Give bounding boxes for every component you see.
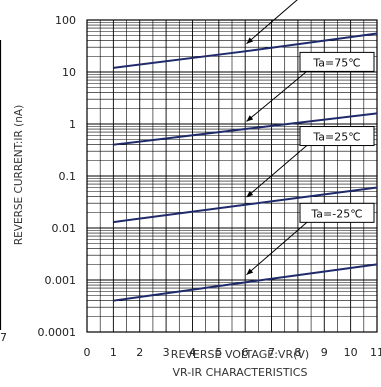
series-label-arrow (246, 220, 309, 276)
x-tick-label: 2 (136, 346, 143, 359)
series-label-layer: Ta=125℃ Ta=75℃ Ta=25℃ Ta=-25℃ (246, 0, 375, 276)
y-tick-label: 100 (55, 14, 76, 27)
series-label: Ta=75℃ (246, 51, 375, 122)
y-axis-label: REVERSE CURRENT:IR (nA) (13, 105, 25, 245)
y-tick-labels: 100 10 1 0.1 0.01 0.001 0.0001 (38, 14, 77, 339)
series-label: Ta=25℃ (246, 126, 375, 198)
series-line (113, 263, 378, 302)
x-tick-labels: 0 1 2 3 4 5 6 7 8 9 10 11 (84, 346, 381, 359)
y-tick-label: 0.001 (45, 274, 77, 287)
x-tick-label: 3 (163, 346, 170, 359)
series-label-text: Ta=-25℃ (310, 207, 362, 220)
y-tick-label: 0.01 (52, 222, 77, 235)
y-tick-label: 0.1 (59, 170, 77, 183)
series-label-box (299, 51, 375, 72)
series-label-arrow (246, 70, 309, 122)
series-label-arrowhead (246, 37, 254, 44)
series-label-text: Ta=25℃ (312, 131, 360, 144)
x-tick-label: 10 (344, 346, 358, 359)
x-tick-label: 0 (84, 346, 91, 359)
series-label-box (299, 202, 375, 223)
series-label-arrow (246, 0, 298, 45)
plot-frame (86, 19, 378, 333)
x-tick-label: 8 (294, 346, 301, 359)
series-label-arrowhead (246, 190, 254, 198)
series-label-arrowhead (246, 115, 254, 122)
series-line (113, 112, 378, 146)
x-tick-label: 11 (370, 346, 381, 359)
y-tick-label: 1 (69, 118, 76, 131)
series-label: Ta=-25℃ (246, 202, 375, 276)
y-tick-label: 0.0001 (38, 326, 77, 339)
series-label: Ta=125℃ (246, 0, 298, 45)
x-tick-label: 6 (242, 346, 249, 359)
x-tick-label: 7 (268, 346, 275, 359)
x-tick-label: 9 (321, 346, 328, 359)
series-line (113, 32, 378, 69)
series-line (113, 186, 378, 224)
series-layer (113, 32, 378, 302)
y-tick-label: 10 (62, 66, 76, 79)
x-tick-label: 4 (189, 346, 196, 359)
x-tick-label: 5 (215, 346, 222, 359)
series-label-text: Ta=75℃ (312, 56, 360, 69)
x-tick-label: 1 (110, 346, 117, 359)
chart-subtitle: VR-IR CHARACTERISTICS (173, 366, 308, 379)
series-label-arrow (246, 144, 309, 198)
series-label-box (299, 126, 375, 147)
series-label-arrowhead (246, 268, 254, 275)
left-fragment-tick: 7 (0, 331, 7, 344)
x-axis-label: REVERSE VOLTAGE:VR(V) (171, 348, 309, 361)
